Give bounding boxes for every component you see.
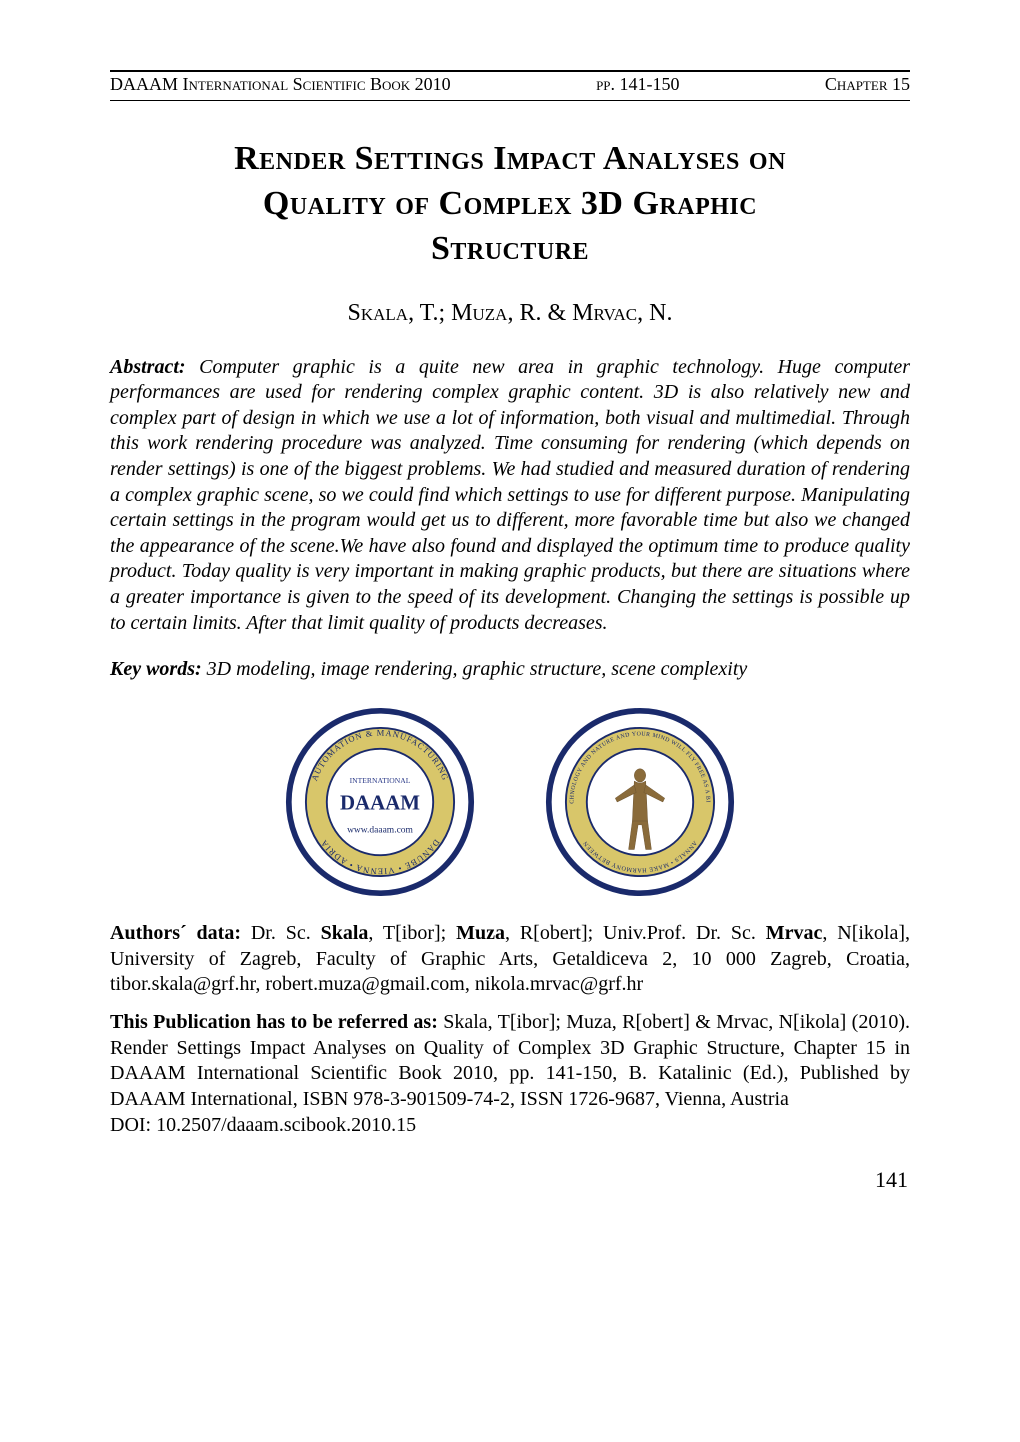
title-block: Render Settings Impact Analyses on Quali… [110,137,910,272]
emblem-left-url: www.daaam.com [347,826,413,836]
title-line-1: Render Settings Impact Analyses on [110,137,910,182]
authors-data-prefix1: Dr. Sc. [251,922,321,944]
authors-data: Authors´ data: Dr. Sc. Skala, T[ibor]; M… [110,921,910,998]
abstract-text: Computer graphic is a quite new area in … [110,356,910,634]
page-number: 141 [110,1167,910,1193]
keywords-label: Key words: [110,658,202,680]
keywords: Key words: 3D modeling, image rendering,… [110,658,910,681]
emblem-left-center: DAAAM [340,791,420,815]
authors-data-r2: , R[obert]; Univ.Prof. Dr. Sc. [505,922,766,944]
header-pages: pp. 141-150 [596,74,679,95]
authors-data-s2: Muza [456,922,505,944]
authors-data-s3: Mrvac [766,922,823,944]
authors-data-label: Authors´ data: [110,922,241,944]
abstract-label: Abstract: [110,356,186,378]
authors-data-r1: , T[ibor]; [368,922,456,944]
title-line-2: Quality of Complex 3D Graphic [110,182,910,227]
doi: DOI: 10.2507/daaam.scibook.2010.15 [110,1114,910,1137]
emblem-left-inner-top: INTERNATIONAL [350,776,411,785]
header-rule-bottom [110,100,910,101]
citation-label: This Publication has to be referred as: [110,1011,438,1033]
citation: This Publication has to be referred as: … [110,1010,910,1112]
header-chapter: Chapter 15 [825,74,910,95]
daaam-emblem-left: AUTOMATION & MANUFACTURING DANUBE • VIEN… [285,707,475,897]
header-left: DAAAM International Scientific Book 2010 [110,74,451,95]
page: DAAAM International Scientific Book 2010… [0,0,1020,1243]
running-header: DAAAM International Scientific Book 2010… [110,72,910,98]
authors-line: Skala, T.; Muza, R. & Mrvac, N. [110,300,910,327]
daaam-emblem-right: TECHNOLOGY AND NATURE AND YOUR MIND WILL… [545,707,735,897]
emblems-row: AUTOMATION & MANUFACTURING DANUBE • VIEN… [110,707,910,897]
title-line-3: Structure [110,227,910,272]
abstract: Abstract: Computer graphic is a quite ne… [110,355,910,637]
keywords-text: 3D modeling, image rendering, graphic st… [207,658,748,680]
authors-data-s1: Skala [321,922,369,944]
